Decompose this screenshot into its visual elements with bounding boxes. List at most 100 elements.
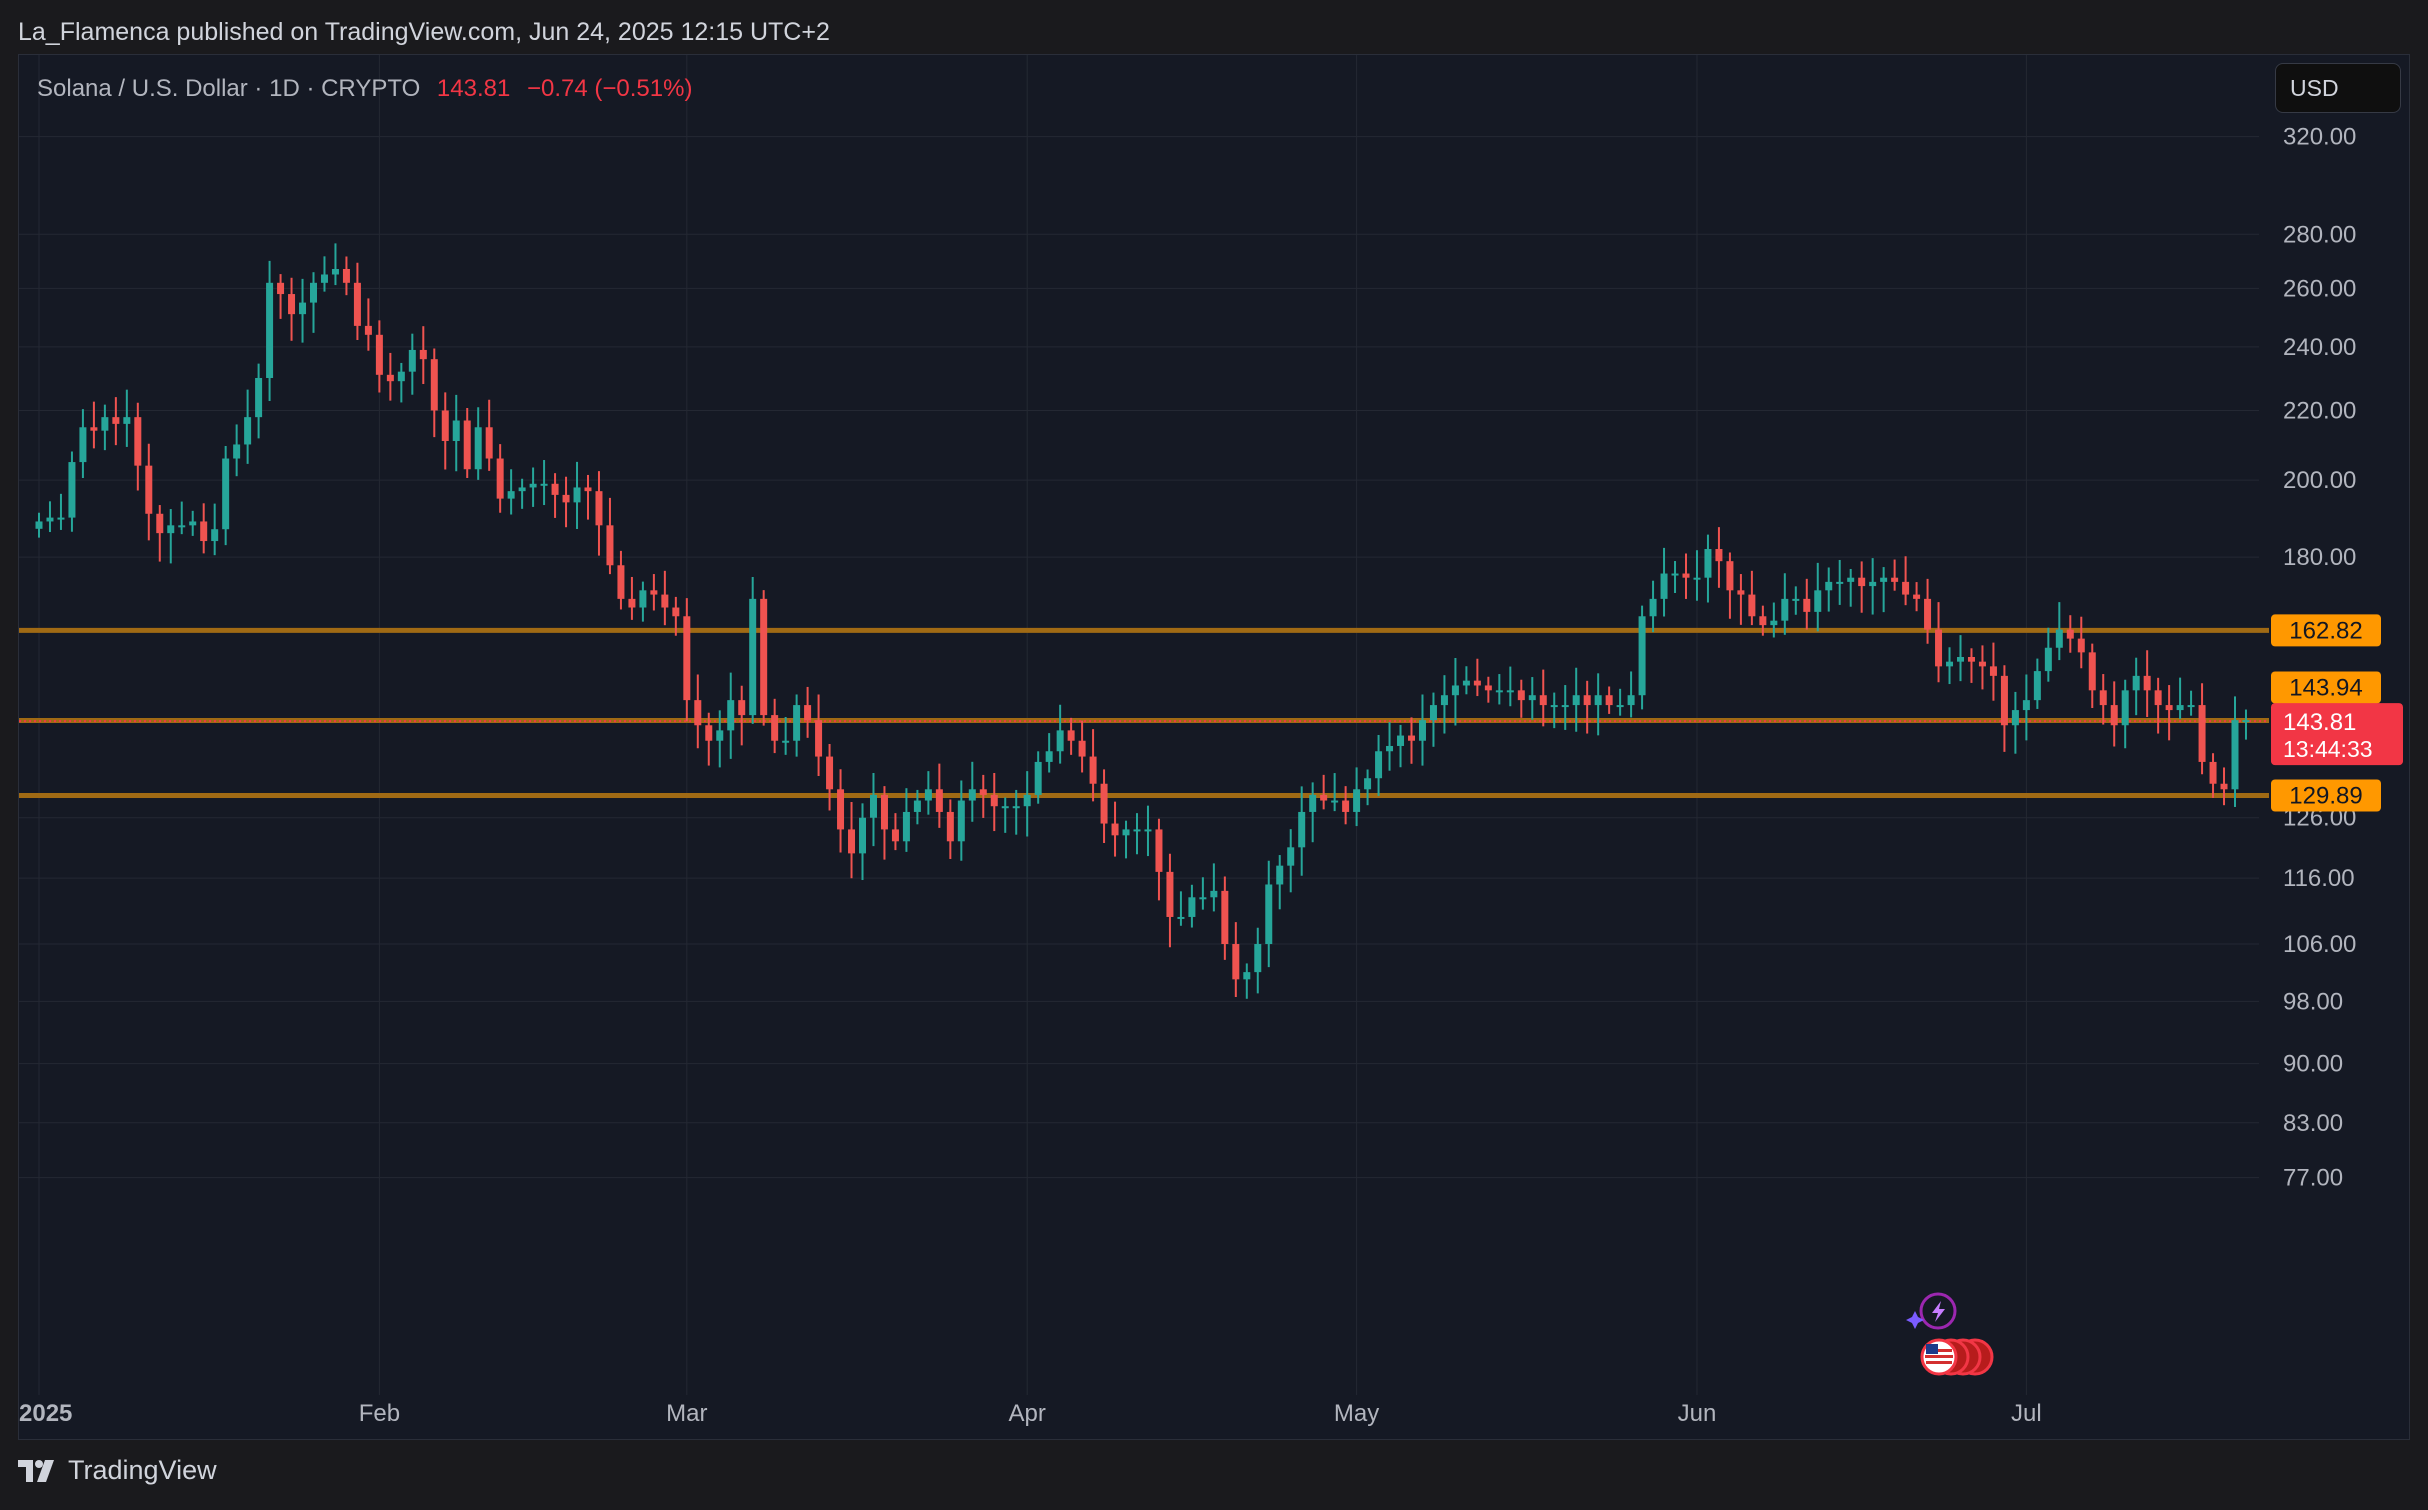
candle[interactable]	[1825, 567, 1833, 612]
candle[interactable]	[1858, 561, 1866, 613]
candle[interactable]	[606, 497, 614, 575]
candle[interactable]	[1616, 688, 1624, 716]
candle[interactable]	[1320, 774, 1328, 810]
candle[interactable]	[277, 274, 285, 319]
candle[interactable]	[1111, 801, 1119, 857]
candle[interactable]	[2242, 709, 2250, 740]
candle[interactable]	[1737, 574, 1745, 625]
candle[interactable]	[1386, 722, 1394, 771]
candle[interactable]	[2209, 753, 2217, 798]
candle[interactable]	[1451, 657, 1459, 726]
candle[interactable]	[935, 763, 943, 828]
candle[interactable]	[1001, 797, 1009, 833]
candle[interactable]	[200, 503, 208, 554]
candle[interactable]	[1408, 717, 1415, 764]
candle[interactable]	[518, 478, 526, 509]
candle[interactable]	[1484, 676, 1492, 703]
candle[interactable]	[178, 501, 186, 535]
candle[interactable]	[1067, 717, 1075, 755]
candle[interactable]	[639, 581, 647, 622]
candle[interactable]	[2154, 677, 2162, 734]
candle[interactable]	[760, 590, 768, 726]
candle[interactable]	[1243, 963, 1251, 999]
candle[interactable]	[496, 444, 504, 513]
tradingview-brand[interactable]: TradingView	[18, 1455, 217, 1486]
candle[interactable]	[771, 698, 779, 754]
candle[interactable]	[617, 550, 625, 610]
candle[interactable]	[880, 786, 888, 860]
candle[interactable]	[452, 394, 460, 472]
chart-panel[interactable]: 320.00 280.00 260.00 240.00 220.00 200.00 180.…	[18, 54, 2410, 1440]
candle[interactable]	[310, 272, 317, 333]
candle[interactable]	[2022, 674, 2030, 741]
candle[interactable]	[90, 401, 98, 449]
candle[interactable]	[1375, 734, 1383, 796]
candle[interactable]	[1495, 674, 1503, 705]
candle[interactable]	[859, 803, 866, 881]
candle[interactable]	[408, 333, 416, 395]
candle[interactable]	[1100, 769, 1108, 844]
candle[interactable]	[782, 716, 790, 755]
candle[interactable]	[1364, 769, 1372, 806]
candle[interactable]	[1265, 860, 1273, 968]
candle[interactable]	[979, 774, 987, 818]
candle[interactable]	[1331, 773, 1339, 812]
candle[interactable]	[1210, 863, 1218, 912]
candle[interactable]	[672, 596, 680, 636]
candle[interactable]	[716, 710, 724, 768]
candle[interactable]	[2121, 679, 2129, 749]
candle[interactable]	[266, 260, 274, 402]
candle[interactable]	[211, 503, 219, 556]
candle[interactable]	[1298, 786, 1306, 876]
candle[interactable]	[529, 467, 537, 507]
candle[interactable]	[2033, 658, 2041, 709]
candle[interactable]	[1572, 667, 1580, 732]
currency-button[interactable]: USD	[2275, 63, 2401, 113]
candle[interactable]	[1693, 550, 1701, 601]
candle[interactable]	[419, 326, 427, 385]
candle[interactable]	[1287, 829, 1295, 893]
candle[interactable]	[485, 399, 493, 471]
candle[interactable]	[573, 461, 581, 530]
candle[interactable]	[342, 256, 350, 296]
candle[interactable]	[924, 771, 932, 815]
candle[interactable]	[167, 509, 175, 564]
candle[interactable]	[2066, 615, 2074, 653]
candle[interactable]	[441, 392, 449, 470]
candle[interactable]	[2132, 657, 2140, 716]
candle[interactable]	[320, 256, 328, 292]
candle[interactable]	[1353, 767, 1361, 827]
candle[interactable]	[1660, 547, 1668, 617]
candle[interactable]	[299, 278, 307, 343]
candle[interactable]	[364, 298, 372, 351]
candle[interactable]	[2011, 691, 2019, 754]
candle[interactable]	[1913, 582, 1921, 612]
candle[interactable]	[2187, 690, 2195, 716]
candle[interactable]	[68, 451, 76, 532]
candle[interactable]	[1155, 818, 1163, 901]
candle[interactable]	[1166, 853, 1174, 948]
candle[interactable]	[1309, 782, 1317, 843]
candle[interactable]	[46, 501, 54, 533]
candle[interactable]	[2088, 643, 2096, 709]
candle[interactable]	[1781, 573, 1789, 635]
candle[interactable]	[595, 471, 603, 556]
candle[interactable]	[1726, 552, 1734, 619]
candle[interactable]	[507, 469, 515, 515]
candle[interactable]	[1397, 724, 1405, 768]
candle[interactable]	[79, 409, 87, 478]
candle[interactable]	[2176, 677, 2184, 719]
candle[interactable]	[1276, 855, 1284, 910]
candle[interactable]	[430, 348, 438, 438]
candle[interactable]	[1199, 877, 1207, 910]
candle[interactable]	[463, 407, 471, 479]
candle[interactable]	[1133, 813, 1141, 855]
candle[interactable]	[1792, 586, 1800, 615]
candle[interactable]	[1221, 876, 1229, 960]
candle[interactable]	[1967, 648, 1975, 683]
candle[interactable]	[1880, 567, 1888, 613]
candle[interactable]	[134, 402, 142, 491]
candle[interactable]	[1902, 556, 1910, 606]
candle[interactable]	[1594, 673, 1602, 736]
candle[interactable]	[815, 694, 823, 777]
